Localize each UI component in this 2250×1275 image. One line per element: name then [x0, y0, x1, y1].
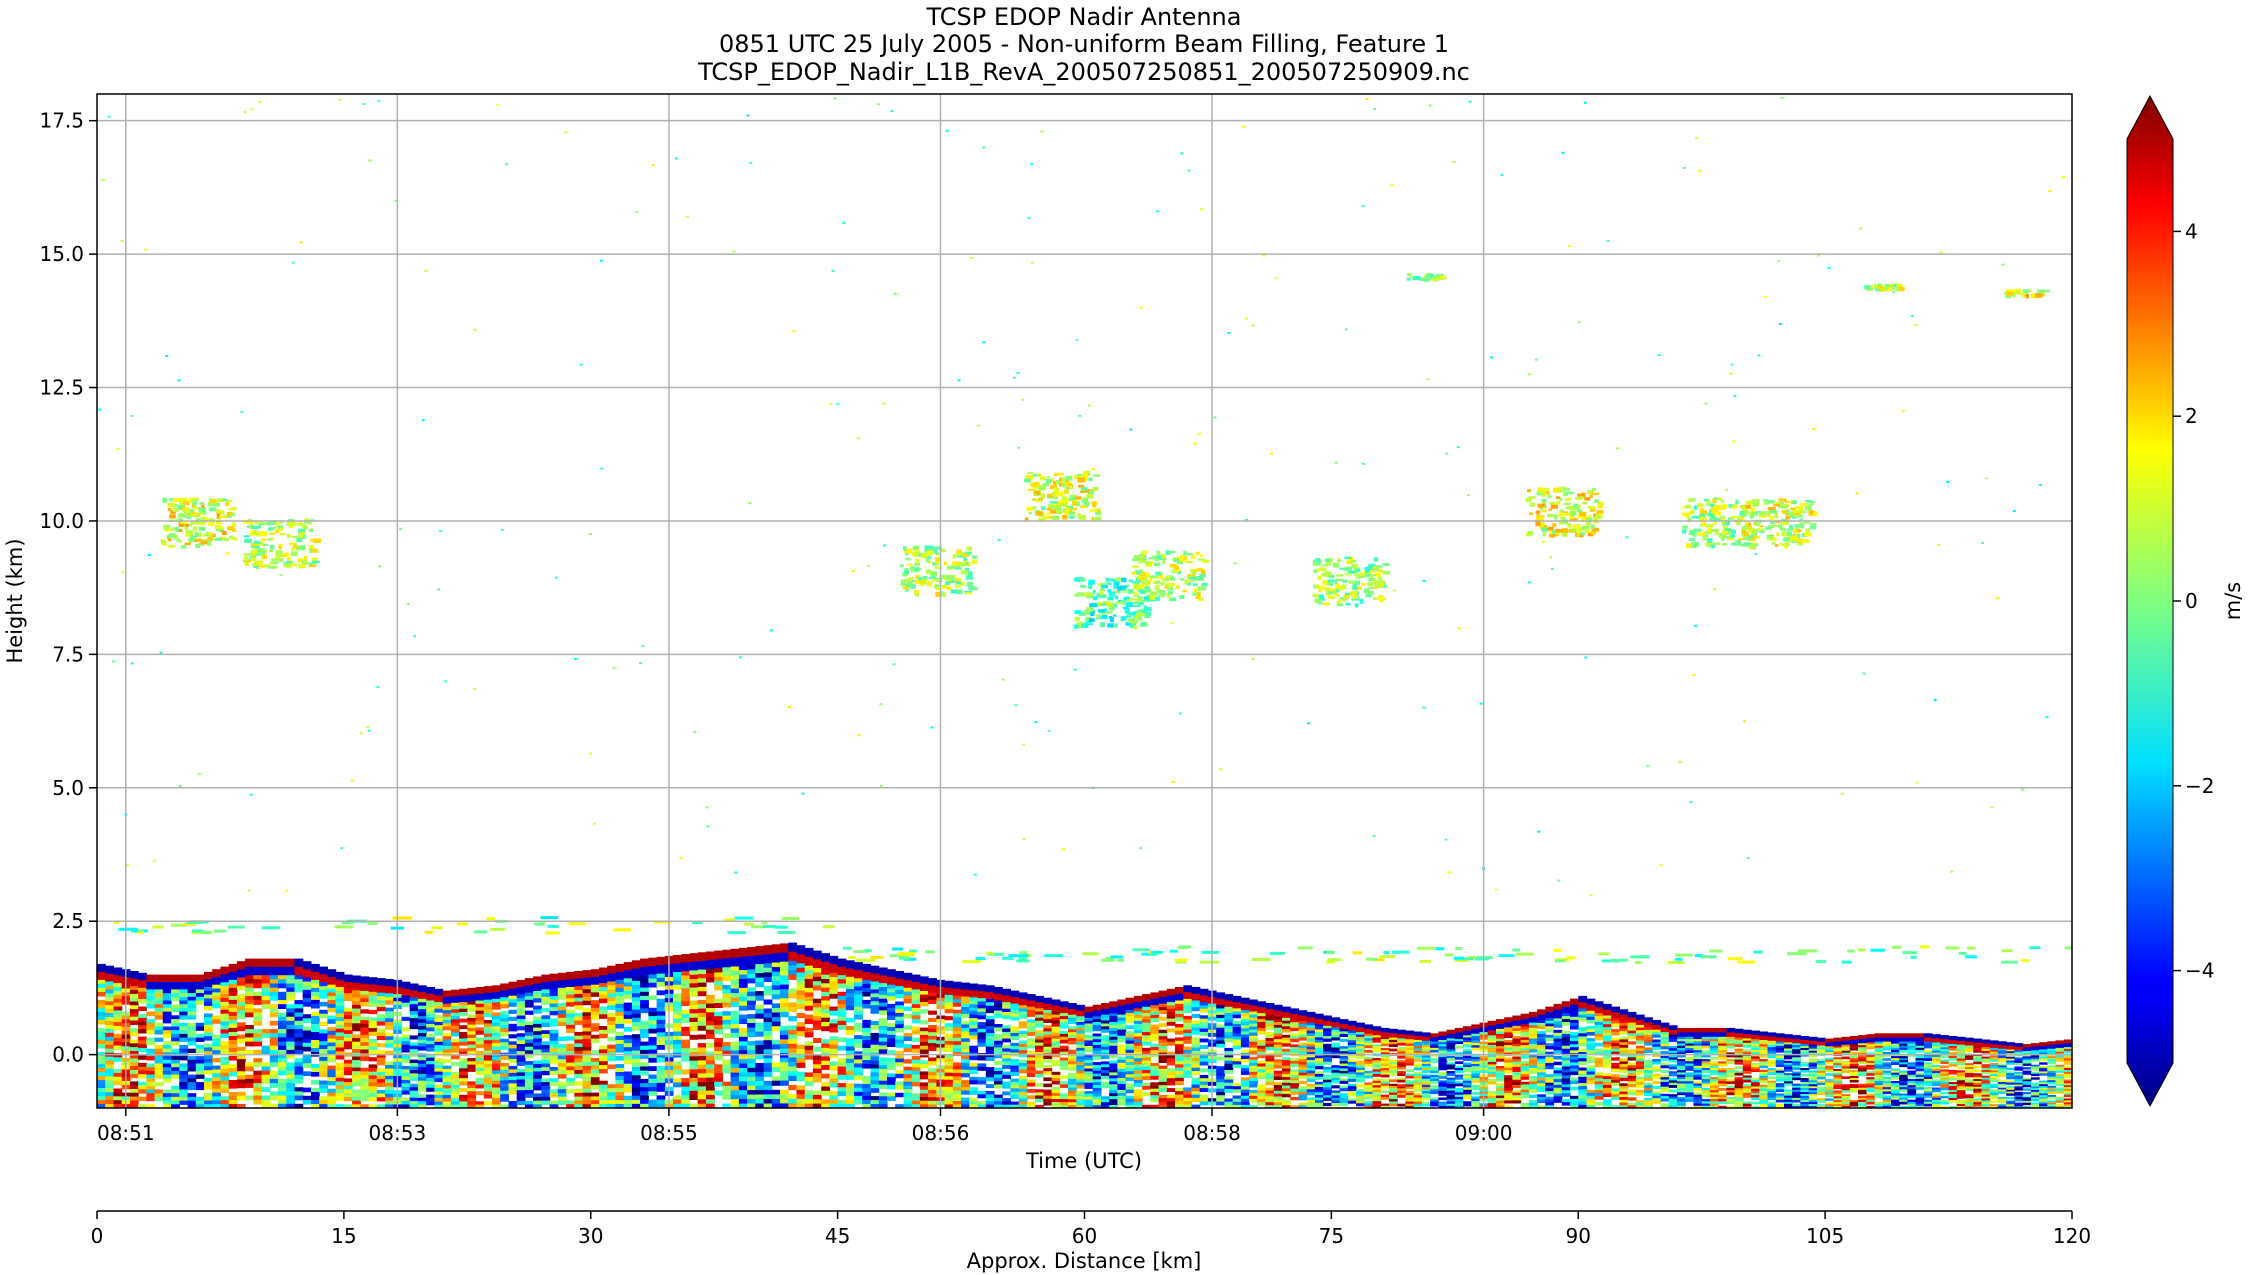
- colorbar-tick-label: −2: [2185, 774, 2214, 798]
- distance-tick-label: 45: [825, 1224, 850, 1248]
- colorbar: [2126, 94, 2174, 1108]
- distance-axis: 0 15 30 45 60 75 90 105 120: [91, 1211, 2091, 1248]
- height-tick-label: 12.5: [39, 376, 84, 400]
- time-tick-label: 08:56: [912, 1121, 970, 1145]
- distance-tick-label: 0: [91, 1224, 104, 1248]
- height-tick-label: 0.0: [52, 1043, 84, 1067]
- y-axis-label: Height (km): [3, 538, 27, 663]
- colorbar-label: m/s: [2221, 582, 2245, 620]
- chart-title-line-2: 0851 UTC 25 July 2005 - Non-uniform Beam…: [719, 30, 1449, 58]
- height-tick-label: 17.5: [39, 109, 84, 133]
- chart-title-line-3: TCSP_EDOP_Nadir_L1B_RevA_200507250851_20…: [697, 58, 1470, 86]
- distance-axis-label: Approx. Distance [km]: [967, 1249, 1202, 1273]
- colorbar-tick-label: 0: [2185, 589, 2198, 613]
- chart-title-line-1: TCSP EDOP Nadir Antenna: [926, 3, 1242, 31]
- plot-area: [97, 94, 2072, 1108]
- grid-lines: [97, 94, 2072, 1108]
- distance-tick-label: 60: [1072, 1224, 1097, 1248]
- y-axis: 0.0 2.5 5.0 7.5 10.0 12.5 15.0 17.5: [39, 109, 97, 1067]
- distance-tick-label: 105: [1806, 1224, 1844, 1248]
- distance-tick-label: 30: [578, 1224, 603, 1248]
- time-tick-label: 09:00: [1455, 1121, 1513, 1145]
- colorbar-tick-label: 4: [2185, 219, 2198, 243]
- x-axis-label: Time (UTC): [1025, 1149, 1142, 1173]
- height-tick-label: 15.0: [39, 242, 84, 266]
- distance-tick-label: 15: [331, 1224, 356, 1248]
- distance-tick-label: 90: [1566, 1224, 1591, 1248]
- distance-tick-label: 120: [2053, 1224, 2091, 1248]
- height-tick-label: 7.5: [52, 642, 84, 666]
- time-tick-label: 08:51: [97, 1121, 155, 1145]
- height-tick-label: 10.0: [39, 509, 84, 533]
- time-tick-label: 08:55: [640, 1121, 698, 1145]
- time-tick-label: 08:58: [1183, 1121, 1241, 1145]
- colorbar-tick-label: 2: [2185, 404, 2198, 428]
- time-tick-label: 08:53: [369, 1121, 427, 1145]
- plot-frame: [96, 93, 2073, 1109]
- velocity-heatmap: [97, 96, 2072, 1108]
- time-axis: 08:51 08:53 08:55 08:56 08:58 09:00: [97, 1108, 1512, 1145]
- colorbar-axis: 4 2 0 −2 −4: [2173, 219, 2214, 983]
- distance-tick-label: 75: [1319, 1224, 1344, 1248]
- height-tick-label: 5.0: [52, 776, 84, 800]
- height-tick-label: 2.5: [52, 909, 84, 933]
- colorbar-tick-label: −4: [2185, 959, 2214, 983]
